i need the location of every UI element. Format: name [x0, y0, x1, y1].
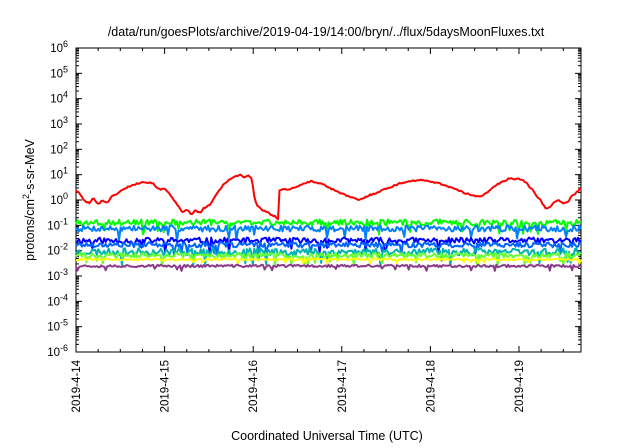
y-tick-label: 103 — [50, 115, 68, 131]
y-tick-label-exponent: -5 — [60, 318, 68, 328]
y-tick-label-exponent: 6 — [63, 39, 68, 49]
y-tick-label: 101 — [50, 166, 68, 182]
x-axis-title: Coordinated Universal Time (UTC) — [231, 429, 423, 443]
y-tick-label-base: 10 — [47, 220, 60, 232]
y-axis: 10-610-510-410-310-210-11001011021031041… — [47, 39, 581, 359]
y-tick-label-exponent: 5 — [63, 64, 68, 74]
chart-title: /data/run/goesPlots/archive/2019-04-19/1… — [108, 25, 545, 39]
y-tick-label-exponent: 4 — [63, 90, 68, 100]
y-tick-label-exponent: -4 — [60, 292, 68, 302]
y-tick-label-base: 10 — [47, 246, 60, 258]
y-tick-label-exponent: 1 — [63, 166, 68, 176]
y-tick-label-base: 10 — [50, 170, 63, 182]
y-tick-label-exponent: 2 — [63, 140, 68, 150]
y-tick-label-exponent: -3 — [60, 267, 68, 277]
x-tick-label: 2019-4-16 — [248, 360, 260, 412]
x-tick-label: 2019-4-17 — [337, 360, 349, 412]
y-tick-label: 10-3 — [47, 267, 68, 283]
plot-frame — [75, 47, 582, 353]
y-tick-label-base: 10 — [50, 43, 63, 55]
series-line-3 — [75, 224, 582, 242]
y-tick-label-exponent: 0 — [63, 191, 68, 201]
series-line-7 — [75, 252, 582, 267]
y-tick-label-exponent: -1 — [60, 216, 68, 226]
x-tick-label: 2019-4-15 — [160, 360, 172, 412]
y-tick-label-base: 10 — [47, 322, 60, 334]
x-tick-label: 2019-4-18 — [425, 360, 437, 412]
y-tick-label-base: 10 — [47, 347, 60, 359]
y-tick-label-base: 10 — [50, 119, 63, 131]
y-tick-label: 10-5 — [47, 318, 68, 334]
y-axis-title-superscript: 2 — [21, 194, 31, 199]
y-tick-label-base: 10 — [50, 94, 63, 106]
series-line-9 — [75, 263, 582, 272]
y-tick-label-exponent: 3 — [63, 115, 68, 125]
series-line-5 — [75, 241, 582, 256]
y-tick-label-base: 10 — [50, 144, 63, 156]
y-tick-label: 10-2 — [47, 242, 68, 258]
series-line-6 — [75, 247, 582, 267]
y-axis-title-prefix: protons/cm — [23, 199, 37, 261]
y-tick-label-base: 10 — [50, 195, 63, 207]
y-tick-label: 10-1 — [47, 216, 68, 232]
x-axis: 2019-4-14 2019-4-15 2019-4-16 2019-4-17 2019… — [71, 48, 564, 412]
y-tick-label: 106 — [50, 39, 68, 55]
y-tick-label-base: 10 — [47, 271, 60, 283]
series-line-8 — [75, 257, 582, 265]
series-line-1 — [75, 173, 582, 221]
y-tick-label: 104 — [50, 90, 68, 106]
y-tick-label: 10-4 — [47, 292, 68, 308]
y-tick-label-base: 10 — [47, 296, 60, 308]
y-tick-label: 105 — [50, 64, 68, 80]
y-axis-title-suffix: -s-sr-MeV — [23, 138, 37, 194]
y-axis-title: protons/cm2-s-sr-MeV — [21, 138, 37, 260]
y-tick-label: 100 — [50, 191, 68, 207]
y-tick-label-base: 10 — [50, 68, 63, 80]
x-tick-label: 2019-4-14 — [71, 359, 83, 412]
y-tick-label: 10-6 — [47, 343, 68, 359]
x-tick-label: 2019-4-19 — [514, 360, 526, 412]
y-tick-label-exponent: -6 — [60, 343, 68, 353]
y-tick-label-exponent: -2 — [60, 242, 68, 252]
y-tick-label: 102 — [50, 140, 68, 156]
series-line-2 — [75, 218, 582, 236]
data-series — [75, 173, 582, 272]
